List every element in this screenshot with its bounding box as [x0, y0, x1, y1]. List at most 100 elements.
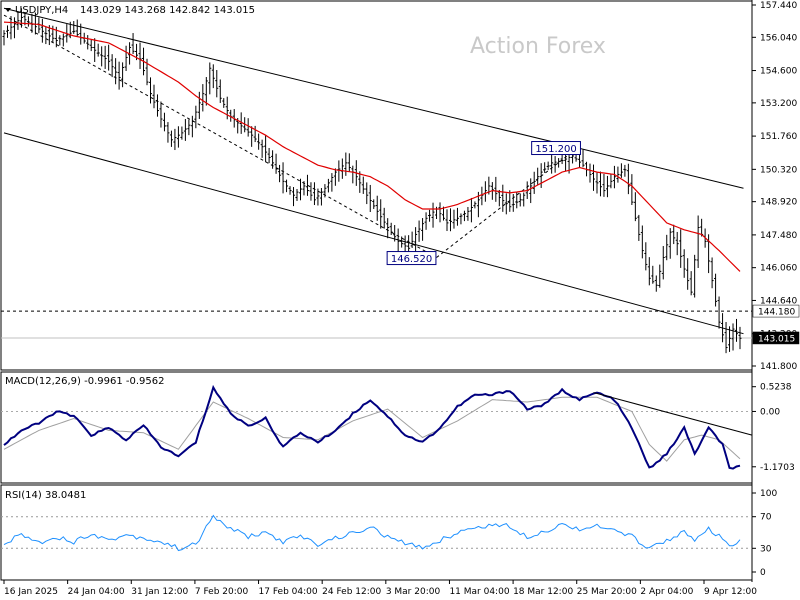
price-candle [305, 174, 309, 196]
price-candle [340, 158, 344, 179]
price-candle [696, 215, 700, 268]
price-candle [218, 79, 222, 103]
price-candle [644, 242, 648, 271]
x-tick-label: 17 Feb 04:00 [259, 587, 318, 597]
price-candle [72, 20, 76, 34]
price-candle [169, 130, 173, 147]
rsi-y-tick-label: 70 [760, 513, 772, 523]
price-candle [553, 156, 557, 173]
price-y-tick-label: 157.440 [760, 1, 797, 11]
macd-y-tick-label: 0.5238 [760, 383, 792, 393]
price-candle [124, 45, 128, 71]
price-candle [40, 18, 44, 43]
x-tick-label: 24 Jan 04:00 [68, 587, 125, 597]
price-candle [511, 193, 515, 212]
price-candle [131, 33, 135, 54]
price-candle [211, 64, 215, 89]
price-candle [455, 207, 459, 226]
channel-line [3, 7, 744, 189]
price-y-tick-label: 141.800 [760, 362, 797, 372]
price-candle [292, 187, 296, 207]
ohlc-readout: 143.029 143.268 142.842 143.015 [80, 5, 255, 16]
price-y-tick-label: 154.600 [760, 67, 797, 77]
price-candle [12, 17, 16, 39]
price-candle [173, 128, 177, 151]
price-candle [522, 192, 526, 207]
moving-average-line [3, 21, 741, 272]
price-candle [326, 178, 330, 193]
annotation-high-box [531, 141, 581, 156]
price-candle [365, 182, 369, 205]
price-candle [396, 228, 400, 254]
price-candle [717, 296, 721, 329]
price-candle [609, 174, 613, 189]
price-candle [382, 207, 386, 229]
level-tag-current-box [752, 331, 800, 345]
price-candle [452, 209, 456, 229]
price-candle [138, 42, 142, 69]
price-candle [58, 35, 62, 46]
price-candle [735, 318, 739, 342]
price-candle [550, 155, 554, 174]
price-y-tick-label: 144.640 [760, 296, 797, 306]
price-candle [155, 94, 159, 117]
price-candle [605, 175, 609, 198]
price-candle [107, 44, 111, 71]
price-candle [623, 164, 627, 177]
x-tick-label: 18 Mar 12:00 [513, 587, 573, 597]
price-candle [612, 165, 616, 189]
price-candle [410, 231, 414, 248]
symbol-label: USDJPY,H4 [15, 5, 68, 16]
price-candle [403, 235, 407, 254]
annotation-high: 151.200 [535, 144, 576, 155]
price-candle [121, 62, 125, 88]
price-candle [710, 257, 714, 289]
price-candle [379, 199, 383, 229]
x-tick-label: 24 Feb 12:00 [322, 587, 381, 597]
macd-signal-line [3, 396, 741, 462]
x-tick-label: 2 Apr 04:00 [640, 587, 693, 597]
price-candle [285, 179, 289, 193]
price-candle [529, 178, 533, 204]
price-candle [672, 224, 676, 245]
price-candle [149, 77, 153, 104]
price-candle [250, 126, 254, 147]
price-candle [372, 199, 376, 209]
price-candle [483, 181, 487, 202]
price-candle [393, 225, 397, 242]
x-tick-label: 31 Jan 12:00 [131, 587, 188, 597]
price-candle [316, 188, 320, 206]
price-candle [204, 77, 208, 106]
price-candle [647, 257, 651, 286]
watermark: Action Forex [470, 34, 606, 59]
price-candle [438, 202, 442, 223]
price-candle [330, 173, 334, 192]
price-candle [504, 193, 508, 215]
annotation-low: 146.520 [391, 254, 432, 265]
price-candle [278, 164, 282, 183]
price-candle [417, 220, 421, 242]
price-candle [271, 150, 275, 169]
price-candle [103, 45, 107, 69]
x-tick-label: 9 Apr 12:00 [704, 587, 757, 597]
price-candle [497, 189, 501, 207]
price-candle [194, 105, 198, 129]
price-candle [298, 178, 302, 201]
price-candle [100, 46, 104, 67]
level-tag-144180: 144.180 [758, 308, 795, 318]
x-tick-label: 7 Feb 20:00 [195, 587, 249, 597]
price-candle [616, 166, 620, 183]
x-tick-label: 25 Mar 20:00 [577, 587, 637, 597]
rsi-y-tick-label: 30 [760, 544, 772, 554]
price-candle [448, 208, 452, 232]
price-candle [619, 163, 623, 178]
price-candle [114, 58, 118, 85]
price-panel [0, 0, 753, 371]
price-candle [518, 193, 522, 207]
macd-main-line [3, 384, 741, 470]
annotation-low-box [386, 251, 437, 266]
price-candle [389, 222, 393, 235]
price-candle [347, 153, 351, 172]
rsi-line [3, 514, 741, 552]
price-candle [288, 186, 292, 195]
